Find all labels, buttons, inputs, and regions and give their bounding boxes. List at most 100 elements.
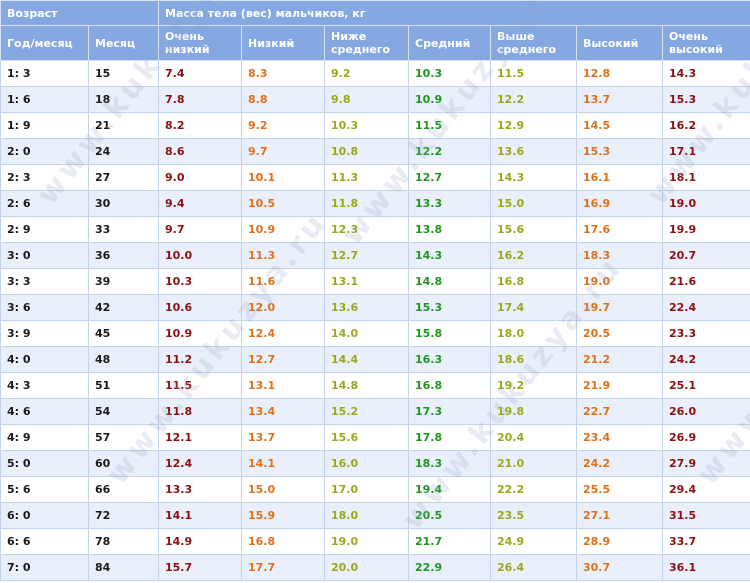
- cell-very-high: 16.2: [661, 112, 750, 139]
- cell-average: 10.3: [408, 60, 491, 87]
- table-row: 7: 0 84 15.7 17.7 20.0 22.9 26.4 30.7 36.1: [0, 554, 750, 581]
- cell-year-month: 5: 6: [0, 476, 89, 503]
- cell-below-average: 9.2: [324, 60, 409, 87]
- cell-average: 12.7: [408, 164, 491, 191]
- cell-very-high: 29.4: [661, 476, 750, 503]
- cell-below-average: 19.0: [324, 528, 409, 555]
- cell-year-month: 4: 6: [0, 398, 89, 425]
- cell-above-average: 19.2: [490, 372, 577, 399]
- cell-above-average: 14.3: [490, 164, 577, 191]
- cell-year-month: 3: 6: [0, 294, 89, 321]
- cell-below-average: 14.4: [324, 346, 409, 373]
- cell-low: 15.0: [241, 476, 325, 503]
- cell-very-low: 10.0: [158, 242, 242, 269]
- table-row: 1: 6 18 7.8 8.8 9.8 10.9 12.2 13.7 15.3: [0, 86, 750, 113]
- cell-very-low: 13.3: [158, 476, 242, 503]
- table-body: 1: 3 15 7.4 8.3 9.2 10.3 11.5 12.8 14.3 1: 6 18 7.8…: [0, 60, 750, 581]
- cell-average: 11.5: [408, 112, 491, 139]
- cell-very-high: 36.1: [661, 554, 750, 581]
- cell-year-month: 3: 9: [0, 320, 89, 347]
- cell-very-high: 26.0: [661, 398, 750, 425]
- cell-year-month: 7: 0: [0, 554, 89, 581]
- table-row: 3: 0 36 10.0 11.3 12.7 14.3 16.2 18.3 20.7: [0, 242, 750, 269]
- cell-very-high: 33.7: [661, 528, 750, 555]
- cell-high: 21.2: [576, 346, 663, 373]
- cell-month: 78: [88, 528, 159, 555]
- cell-month: 15: [88, 60, 159, 87]
- cell-very-high: 19.9: [661, 216, 750, 243]
- cell-year-month: 1: 6: [0, 86, 89, 113]
- cell-month: 24: [88, 138, 159, 165]
- cell-average: 15.3: [408, 294, 491, 321]
- cell-above-average: 18.0: [490, 320, 577, 347]
- cell-year-month: 2: 9: [0, 216, 89, 243]
- cell-very-low: 12.4: [158, 450, 242, 477]
- cell-high: 16.1: [576, 164, 663, 191]
- cell-below-average: 13.6: [324, 294, 409, 321]
- cell-low: 8.3: [241, 60, 325, 87]
- cell-year-month: 2: 6: [0, 190, 89, 217]
- cell-above-average: 11.5: [490, 60, 577, 87]
- table-row: 2: 9 33 9.7 10.9 12.3 13.8 15.6 17.6 19.9: [0, 216, 750, 243]
- table-row: 1: 9 21 8.2 9.2 10.3 11.5 12.9 14.5 16.2: [0, 112, 750, 139]
- cell-very-low: 10.3: [158, 268, 242, 295]
- cell-very-low: 9.7: [158, 216, 242, 243]
- cell-average: 10.9: [408, 86, 491, 113]
- cell-average: 18.3: [408, 450, 491, 477]
- cell-high: 22.7: [576, 398, 663, 425]
- cell-month: 21: [88, 112, 159, 139]
- cell-month: 84: [88, 554, 159, 581]
- cell-very-low: 8.6: [158, 138, 242, 165]
- cell-low: 13.7: [241, 424, 325, 451]
- age-group-header: Возраст: [0, 0, 159, 26]
- weight-group-header: Масса тела (вес) мальчиков, кг: [157, 0, 750, 26]
- cell-average: 14.8: [408, 268, 491, 295]
- cell-above-average: 12.2: [490, 86, 577, 113]
- cell-very-low: 7.8: [158, 86, 242, 113]
- cell-average: 12.2: [408, 138, 491, 165]
- cell-month: 30: [88, 190, 159, 217]
- cell-low: 9.2: [241, 112, 325, 139]
- cell-year-month: 4: 0: [0, 346, 89, 373]
- cell-average: 17.8: [408, 424, 491, 451]
- cell-very-high: 24.2: [661, 346, 750, 373]
- cell-month: 48: [88, 346, 159, 373]
- cell-above-average: 24.9: [490, 528, 577, 555]
- cell-year-month: 6: 0: [0, 502, 89, 529]
- cell-very-low: 10.9: [158, 320, 242, 347]
- cell-very-low: 8.2: [158, 112, 242, 139]
- cell-below-average: 18.0: [324, 502, 409, 529]
- table-row: 3: 3 39 10.3 11.6 13.1 14.8 16.8 19.0 21.6: [0, 268, 750, 295]
- cell-year-month: 2: 3: [0, 164, 89, 191]
- cell-very-low: 10.6: [158, 294, 242, 321]
- cell-average: 14.3: [408, 242, 491, 269]
- cell-below-average: 9.8: [324, 86, 409, 113]
- cell-below-average: 17.0: [324, 476, 409, 503]
- cell-low: 14.1: [241, 450, 325, 477]
- cell-year-month: 1: 9: [0, 112, 89, 139]
- cell-below-average: 15.6: [324, 424, 409, 451]
- cell-year-month: 6: 6: [0, 528, 89, 555]
- cell-very-low: 9.4: [158, 190, 242, 217]
- cell-below-average: 10.3: [324, 112, 409, 139]
- cell-high: 16.9: [576, 190, 663, 217]
- cell-above-average: 15.0: [490, 190, 577, 217]
- cell-month: 33: [88, 216, 159, 243]
- cell-low: 15.9: [241, 502, 325, 529]
- cell-low: 8.8: [241, 86, 325, 113]
- col-header-high: Высокий: [576, 25, 663, 61]
- cell-below-average: 12.7: [324, 242, 409, 269]
- cell-high: 13.7: [576, 86, 663, 113]
- cell-average: 13.8: [408, 216, 491, 243]
- cell-year-month: 3: 3: [0, 268, 89, 295]
- table-row: 3: 9 45 10.9 12.4 14.0 15.8 18.0 20.5 23.3: [0, 320, 750, 347]
- cell-low: 13.1: [241, 372, 325, 399]
- cell-very-low: 12.1: [158, 424, 242, 451]
- cell-average: 13.3: [408, 190, 491, 217]
- cell-year-month: 4: 9: [0, 424, 89, 451]
- cell-low: 12.4: [241, 320, 325, 347]
- cell-low: 10.1: [241, 164, 325, 191]
- cell-below-average: 10.8: [324, 138, 409, 165]
- cell-very-high: 25.1: [661, 372, 750, 399]
